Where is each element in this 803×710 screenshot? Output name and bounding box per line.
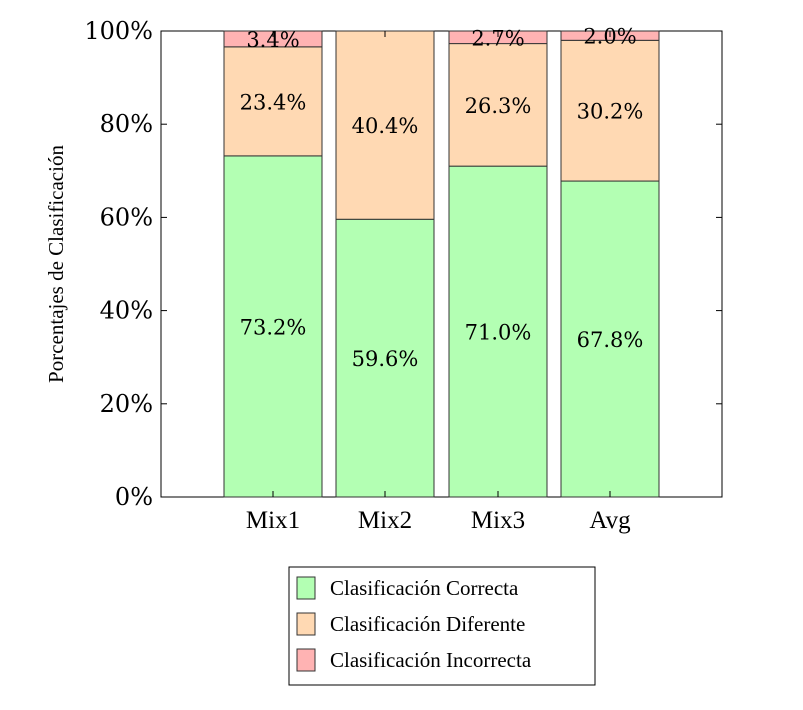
bar-segment bbox=[223, 155, 323, 498]
y-tick-label: 40% bbox=[100, 297, 153, 325]
y-tick-label: 80% bbox=[100, 110, 153, 138]
legend-entry: Clasificación Diferente bbox=[330, 612, 525, 636]
bar-segment bbox=[223, 46, 323, 157]
x-tick-label: Avg bbox=[589, 507, 631, 534]
legend-swatch bbox=[296, 612, 316, 636]
bar-segment bbox=[448, 165, 548, 498]
legend-frame bbox=[288, 566, 596, 686]
y-tick-label: 0% bbox=[115, 483, 153, 511]
plot-frame bbox=[160, 30, 723, 498]
x-tick-label: Mix2 bbox=[358, 507, 412, 534]
x-axis: Mix1 Mix2 Mix3 Avg bbox=[246, 31, 631, 534]
legend: Clasificación Correcta Clasificación Dife… bbox=[288, 566, 596, 686]
data-label: 73.2% bbox=[240, 315, 307, 339]
y-tick-label: 60% bbox=[100, 203, 153, 231]
bars: 73.2%23.4%3.4%59.6%40.4%71.0%26.3%2.7%67… bbox=[223, 25, 660, 498]
bar-segment bbox=[335, 30, 435, 220]
y-tick-label: 100% bbox=[84, 17, 153, 45]
y-tick-label: 20% bbox=[100, 390, 153, 418]
data-label: 30.2% bbox=[577, 100, 644, 124]
data-label: 67.8% bbox=[577, 328, 644, 352]
data-label: 23.4% bbox=[240, 90, 307, 114]
data-label: 26.3% bbox=[465, 94, 532, 118]
data-label: 59.6% bbox=[352, 347, 419, 371]
y-axis: 0% 20% 40% 60% 80% 100% bbox=[84, 17, 722, 511]
x-tick-label: Mix3 bbox=[471, 507, 525, 534]
data-label: 2.7% bbox=[471, 26, 524, 50]
legend-entry: Clasificación Incorrecta bbox=[330, 648, 532, 672]
bar-segment bbox=[448, 43, 548, 167]
bar-segment bbox=[335, 218, 435, 498]
legend-swatch bbox=[296, 648, 316, 672]
x-tick-label: Mix1 bbox=[246, 507, 300, 534]
data-label: 71.0% bbox=[465, 321, 532, 345]
legend-swatch bbox=[296, 576, 316, 600]
legend-entry: Clasificación Correcta bbox=[330, 576, 519, 600]
y-axis-label: Porcentajes de Clasificación bbox=[44, 145, 68, 383]
data-label: 40.4% bbox=[352, 114, 419, 138]
